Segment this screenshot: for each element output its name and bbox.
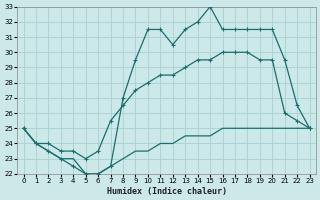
X-axis label: Humidex (Indice chaleur): Humidex (Indice chaleur) <box>107 187 227 196</box>
